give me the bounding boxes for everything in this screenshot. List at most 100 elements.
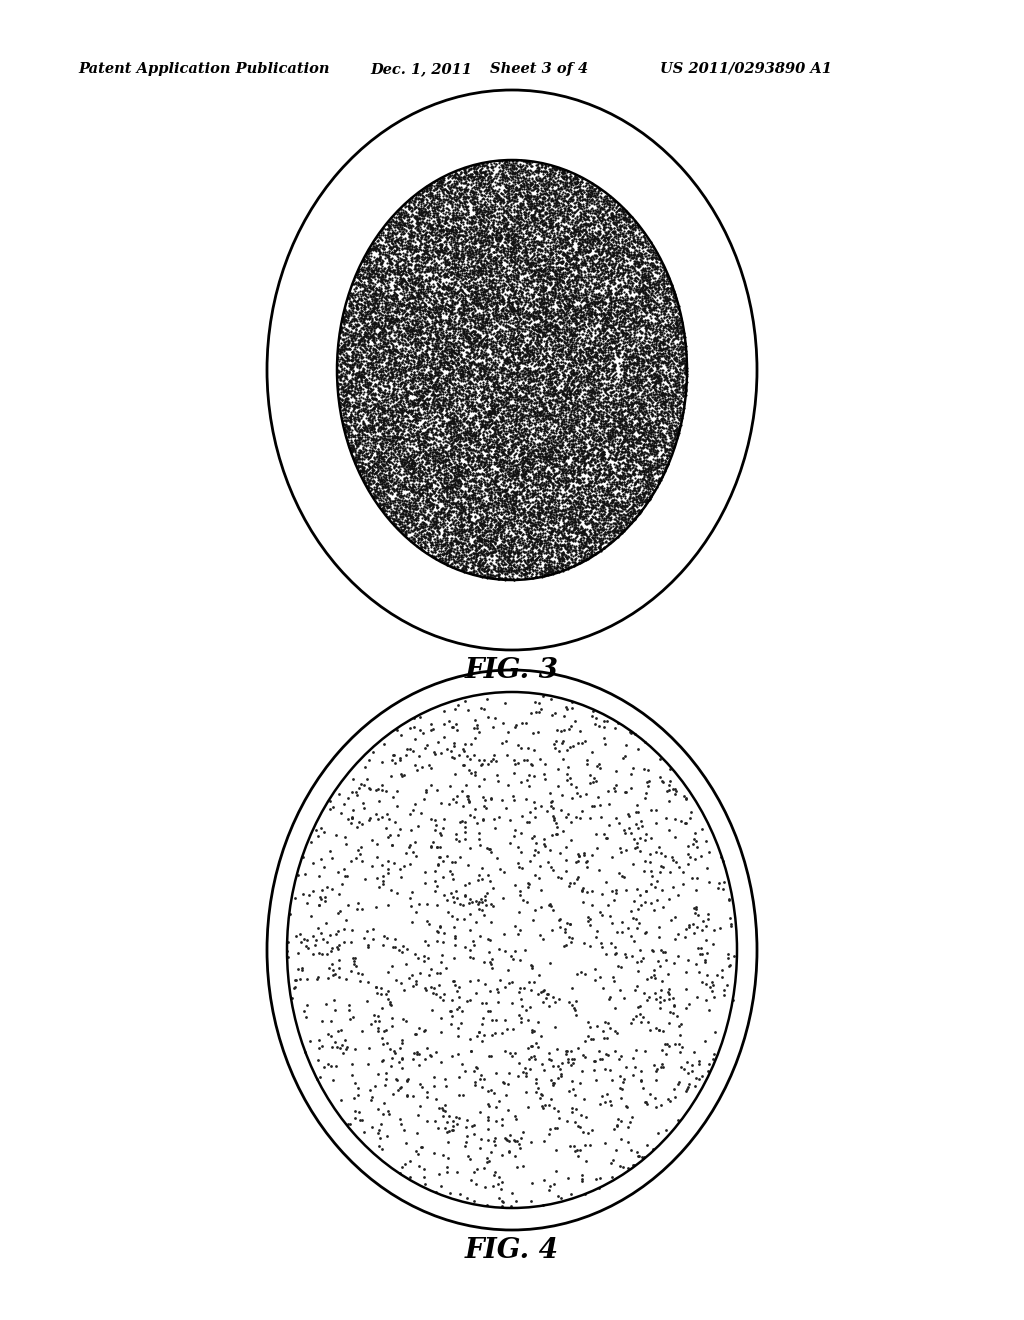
Point [406, 513, 422, 535]
Point [465, 277, 481, 298]
Point [504, 232, 520, 253]
Point [599, 405, 615, 426]
Point [508, 279, 524, 300]
Point [634, 383, 650, 404]
Point [646, 334, 663, 355]
Point [639, 490, 655, 511]
Point [464, 447, 480, 469]
Point [575, 404, 592, 425]
Point [477, 453, 494, 474]
Point [364, 260, 380, 281]
Point [510, 474, 526, 495]
Point [567, 305, 584, 326]
Point [562, 180, 579, 201]
Point [380, 407, 396, 428]
Point [531, 372, 548, 393]
Point [539, 496, 555, 517]
Point [478, 461, 495, 482]
Point [612, 315, 629, 337]
Point [380, 488, 396, 510]
Point [471, 331, 487, 352]
Point [339, 383, 355, 404]
Point [458, 222, 474, 243]
Point [333, 803, 349, 824]
Point [540, 508, 556, 529]
Point [560, 487, 577, 508]
Point [578, 348, 594, 370]
Point [545, 488, 561, 510]
Point [530, 1011, 547, 1032]
Point [450, 546, 466, 568]
Point [545, 227, 561, 248]
Point [498, 535, 514, 556]
Point [466, 223, 482, 244]
Point [452, 301, 468, 322]
Point [668, 420, 684, 441]
Point [539, 164, 555, 185]
Point [615, 510, 632, 531]
Point [466, 543, 482, 564]
Point [477, 474, 494, 495]
Point [478, 504, 495, 525]
Point [591, 421, 607, 442]
Point [370, 380, 386, 401]
Point [549, 351, 565, 372]
Point [632, 364, 648, 385]
Point [519, 527, 536, 548]
Point [381, 264, 397, 285]
Point [535, 502, 551, 523]
Point [471, 244, 487, 265]
Point [394, 339, 411, 360]
Point [534, 1085, 550, 1106]
Point [545, 312, 561, 333]
Point [380, 450, 396, 471]
Point [720, 956, 736, 977]
Point [483, 434, 500, 455]
Point [612, 381, 629, 403]
Point [510, 389, 526, 411]
Point [532, 428, 549, 449]
Point [460, 294, 476, 315]
Point [673, 409, 689, 430]
Point [426, 440, 442, 461]
Point [461, 239, 477, 260]
Point [499, 260, 515, 281]
Point [615, 392, 632, 413]
Point [437, 372, 454, 393]
Point [431, 407, 447, 428]
Point [413, 359, 429, 380]
Point [515, 532, 531, 553]
Point [597, 300, 613, 321]
Point [404, 482, 421, 503]
Point [553, 269, 569, 290]
Point [510, 412, 526, 433]
Point [408, 494, 424, 515]
Point [457, 310, 473, 331]
Point [441, 411, 458, 432]
Point [395, 445, 412, 466]
Point [527, 543, 544, 564]
Point [508, 218, 524, 239]
Point [636, 484, 652, 506]
Point [403, 393, 420, 414]
Point [500, 288, 516, 309]
Point [419, 177, 435, 198]
Point [570, 280, 587, 301]
Point [549, 318, 565, 339]
Point [415, 185, 431, 206]
Point [489, 325, 506, 346]
Point [494, 235, 510, 256]
Point [449, 829, 465, 850]
Point [458, 284, 474, 305]
Point [513, 351, 529, 372]
Point [357, 301, 374, 322]
Point [506, 273, 522, 294]
Point [506, 543, 522, 564]
Point [524, 554, 541, 576]
Point [508, 157, 524, 178]
Point [566, 347, 583, 368]
Point [566, 302, 583, 323]
Point [452, 1184, 468, 1205]
Point [459, 230, 475, 251]
Point [667, 334, 683, 355]
